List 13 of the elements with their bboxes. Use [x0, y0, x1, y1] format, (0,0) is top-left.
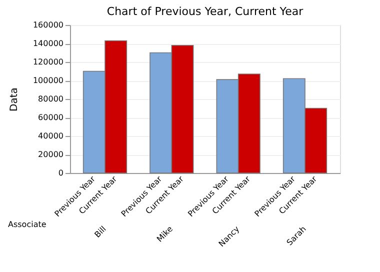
y-axis-title: Data: [8, 88, 20, 112]
y-tick-label: 60000: [38, 113, 64, 122]
y-tick-label: 20000: [38, 150, 64, 159]
y-tick-label: 0: [58, 168, 64, 178]
y-tick-label: 40000: [38, 132, 64, 140]
y-tick-label: 160000: [32, 20, 64, 30]
y-tick-label: 120000: [32, 58, 64, 66]
x-axis-title: Associate: [8, 220, 46, 229]
y-tick-label: 140000: [32, 39, 64, 48]
y-tick-label: 80000: [38, 94, 64, 104]
x-tick-label: Bill: [92, 224, 108, 240]
chart-title: Chart of Previous Year, Current Year: [106, 5, 304, 18]
y-tick-label: 100000: [32, 76, 64, 85]
